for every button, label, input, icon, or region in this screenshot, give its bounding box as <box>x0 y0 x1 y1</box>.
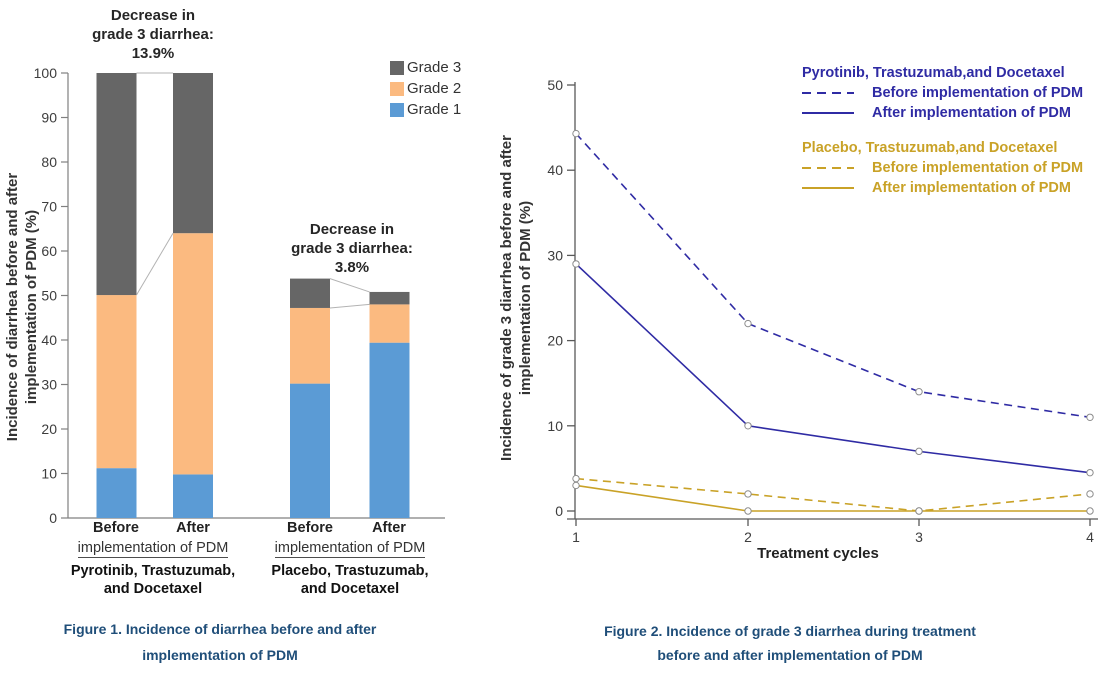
legend-entry-after: After implementation of PDM <box>802 103 1083 123</box>
fig1-group-label-placebo: Placebo, Trastuzumab, and Docetaxel <box>271 563 429 597</box>
fig2-caption: Figure 2. Incidence of grade 3 diarrhea … <box>604 623 976 663</box>
fig1-tick-before-placebo: Before <box>287 520 333 536</box>
svg-text:2: 2 <box>744 529 752 545</box>
fig1-tick-after-pyrotinib: After <box>176 520 210 536</box>
legend-label: Grade 2 <box>407 80 462 97</box>
fig2-legend-group-placebo: Placebo, Trastuzumab,and Docetaxel Befor… <box>802 138 1083 198</box>
solid-line-swatch <box>802 112 854 114</box>
fig2-y-axis-label: Incidence of grade 3 diarrhea before and… <box>498 135 534 461</box>
svg-text:10: 10 <box>41 466 57 482</box>
fig1-axis-sublabel-pyrotinib-wrap: implementation of PDM <box>53 539 253 558</box>
fig2-x-axis-label: Treatment cycles <box>757 545 879 562</box>
fig1-axis-sublabel-pyrotinib: implementation of PDM <box>77 540 229 558</box>
svg-text:90: 90 <box>41 110 57 126</box>
legend-entry-before: Before implementation of PDM <box>802 83 1083 103</box>
svg-text:20: 20 <box>547 333 563 349</box>
grade-2-swatch <box>390 81 404 96</box>
legend-spacer <box>802 123 1083 138</box>
svg-text:80: 80 <box>41 154 57 170</box>
legend-entry-before: Before implementation of PDM <box>802 158 1083 178</box>
fig1-axis-sublabel-placebo-wrap: implementation of PDM <box>250 539 450 558</box>
legend-group-title: Placebo, Trastuzumab,and Docetaxel <box>802 140 1058 156</box>
svg-text:30: 30 <box>41 377 57 393</box>
svg-text:30: 30 <box>547 247 563 263</box>
svg-text:0: 0 <box>49 510 57 526</box>
svg-text:50: 50 <box>41 288 57 304</box>
legend-label: Grade 3 <box>407 59 462 76</box>
fig1-tick-after-placebo: After <box>372 520 406 536</box>
fig1-legend: Grade 3 Grade 2 Grade 1 <box>390 57 461 120</box>
fig1-legend-item-grade2: Grade 2 <box>390 78 461 99</box>
grade-3-swatch <box>390 60 404 75</box>
fig2-legend: Pyrotinib, Trastuzumab,and Docetaxel Bef… <box>802 63 1083 198</box>
legend-entry-label: After implementation of PDM <box>872 105 1071 121</box>
svg-text:4: 4 <box>1086 529 1094 545</box>
legend-group-title: Pyrotinib, Trastuzumab,and Docetaxel <box>802 65 1065 81</box>
fig1-axis-sublabel-placebo: implementation of PDM <box>274 540 426 558</box>
svg-text:60: 60 <box>41 243 57 259</box>
svg-text:1: 1 <box>572 529 580 545</box>
svg-text:20: 20 <box>41 421 57 437</box>
legend-entry-label: After implementation of PDM <box>872 180 1071 196</box>
fig1-group-label-pyrotinib: Pyrotinib, Trastuzumab, and Docetaxel <box>70 563 236 597</box>
dashed-line-swatch <box>802 92 854 94</box>
svg-text:3: 3 <box>915 529 923 545</box>
dashed-line-swatch <box>802 167 854 169</box>
fig1-caption: Figure 1. Incidence of diarrhea before a… <box>63 621 377 663</box>
legend-label: Grade 1 <box>407 101 462 118</box>
fig1-annotation-placebo-decrease: Decrease in grade 3 diarrhea: 3.8% <box>291 221 413 276</box>
legend-entry-label: Before implementation of PDM <box>872 160 1084 176</box>
fig1-legend-item-grade1: Grade 1 <box>390 99 461 120</box>
fig1-legend-item-grade3: Grade 3 <box>390 57 461 78</box>
fig1-y-axis-label: Incidence of diarrhea before and after i… <box>4 172 40 442</box>
svg-text:100: 100 <box>34 65 58 81</box>
svg-text:40: 40 <box>547 162 563 178</box>
solid-line-swatch <box>802 187 854 189</box>
svg-text:70: 70 <box>41 199 57 215</box>
fig2-legend-group-pyrotinib: Pyrotinib, Trastuzumab,and Docetaxel Bef… <box>802 63 1083 123</box>
fig1-annotation-pyrotinib-decrease: Decrease in grade 3 diarrhea: 13.9% <box>92 7 214 62</box>
grade-1-swatch <box>390 102 404 117</box>
fig1-tick-before-pyrotinib: Before <box>93 520 139 536</box>
svg-text:0: 0 <box>555 503 563 519</box>
svg-text:40: 40 <box>41 332 57 348</box>
legend-entry-label: Before implementation of PDM <box>872 85 1084 101</box>
svg-text:10: 10 <box>547 418 563 434</box>
legend-entry-after: After implementation of PDM <box>802 178 1083 198</box>
svg-text:50: 50 <box>547 77 563 93</box>
